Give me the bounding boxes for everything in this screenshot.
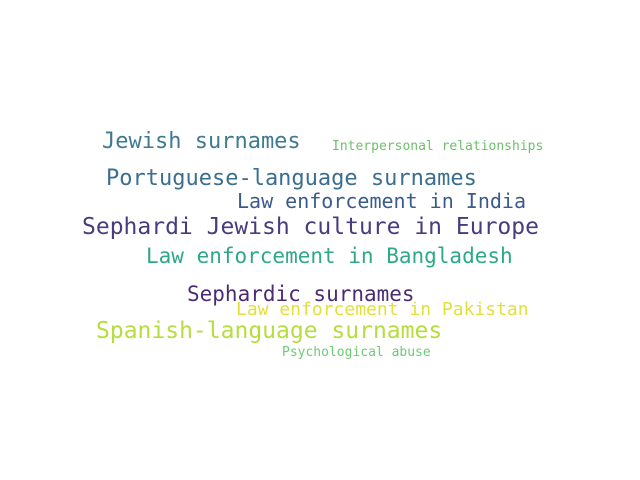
word-sephardi-jewish-culture-europe: Sephardi Jewish culture in Europe	[82, 214, 539, 240]
word-law-enforcement-bangladesh: Law enforcement in Bangladesh	[146, 244, 513, 268]
word-psychological-abuse: Psychological abuse	[282, 345, 431, 360]
word-law-enforcement-pakistan: Law enforcement in Pakistan	[236, 299, 529, 320]
word-sephardic-surnames: Sephardic surnames	[187, 282, 415, 306]
word-law-enforcement-india: Law enforcement in India	[237, 189, 526, 213]
word-portuguese-language-surnames: Portuguese-language surnames	[106, 166, 477, 191]
word-jewish-surnames: Jewish surnames	[102, 129, 301, 154]
word-spanish-language-surnames: Spanish-language surnames	[96, 318, 443, 344]
word-interpersonal-relationships: Interpersonal relationships	[332, 139, 544, 154]
